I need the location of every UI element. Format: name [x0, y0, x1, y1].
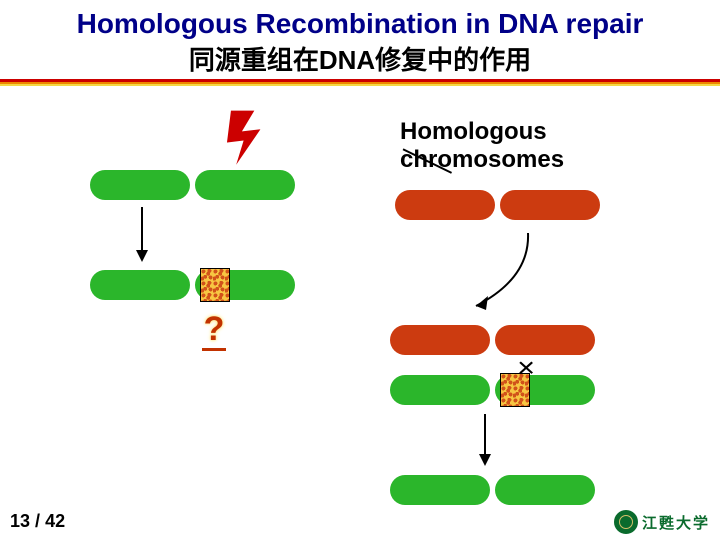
damage-patch-1: [200, 268, 230, 302]
question-mark-icon: ?: [200, 312, 228, 352]
crossover-symbol: ×: [517, 352, 535, 384]
title-english: Homologous Recombination in DNA repair: [0, 8, 720, 40]
logo-text: 江甦大学: [642, 512, 710, 533]
page-sep: /: [35, 511, 45, 531]
page-indicator: 13 / 42: [10, 511, 65, 532]
lightning-icon: [220, 108, 272, 170]
page-total: 42: [45, 511, 65, 531]
chromosome-green-top: [90, 170, 295, 200]
chromosome-green-pair: [390, 375, 595, 405]
university-logo: 江甦大学: [614, 510, 710, 534]
curved-arrow: [458, 228, 548, 318]
title-chinese: 同源重组在DNA修复中的作用: [0, 40, 720, 77]
label-homologous-chromosomes: Homologouschromosomes: [400, 118, 564, 173]
title-underline: [0, 79, 720, 86]
curved-arrow-path: [476, 233, 528, 306]
chromosome-green-mid: [90, 270, 295, 300]
chromosome-green-bottom: [390, 475, 595, 505]
chromosome-red-mid: [390, 325, 595, 355]
chromosome-red-top: [395, 190, 600, 220]
curved-arrow-head: [476, 296, 488, 310]
arrow-step-2: [478, 414, 492, 466]
title-block: Homologous Recombination in DNA repair 同…: [0, 0, 720, 86]
arrow-step-1: [135, 207, 149, 262]
underline-yellow: [0, 84, 720, 86]
page-current: 13: [10, 511, 30, 531]
logo-seal-icon: [614, 510, 638, 534]
question-mark-glyph: ?: [202, 312, 227, 351]
lightning-shape: [226, 110, 261, 168]
